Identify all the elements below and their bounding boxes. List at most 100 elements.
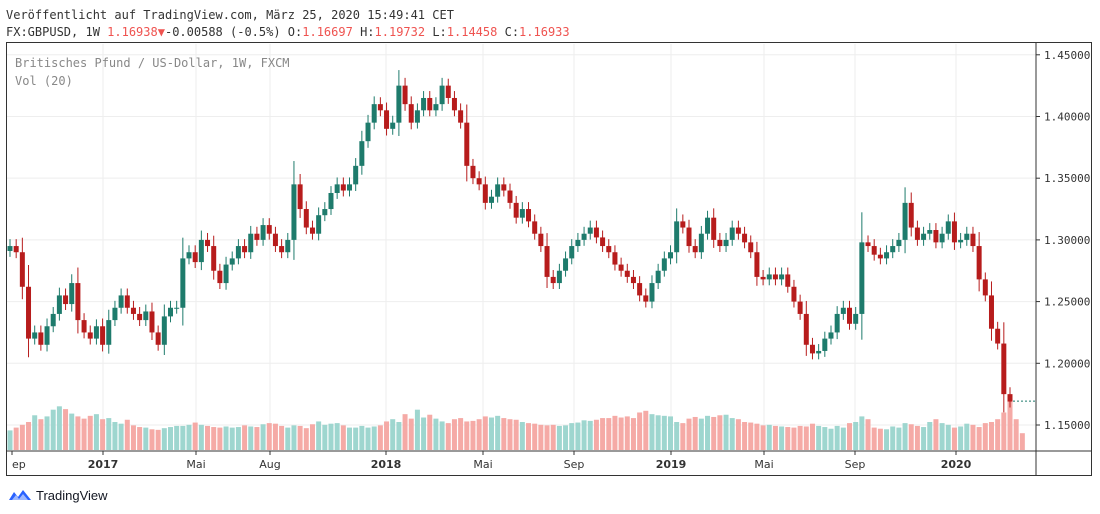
volume-bar: [927, 422, 933, 450]
volume-bar: [44, 416, 50, 450]
volume-bar: [130, 425, 136, 450]
volume-bar: [569, 423, 575, 450]
volume-bar: [667, 416, 673, 450]
y-tick-label: 1.15000: [1044, 419, 1090, 432]
volume-bar: [1019, 433, 1025, 450]
x-tick-label: 2017: [88, 458, 119, 471]
candle-body: [328, 192, 334, 210]
volume-bar: [143, 427, 149, 450]
candle-body: [840, 307, 846, 314]
volume-bar: [50, 409, 56, 450]
volume-bar: [779, 426, 785, 450]
candle-body: [587, 227, 593, 234]
candle-body: [970, 233, 976, 247]
candle-body: [174, 307, 180, 309]
candle-body: [822, 338, 828, 351]
volume-bar: [995, 419, 1001, 450]
volume-bar: [69, 413, 75, 450]
candle-body: [75, 283, 81, 321]
candle-body: [100, 326, 106, 345]
volume-bar: [970, 424, 976, 450]
candle-body: [402, 85, 408, 105]
candle-body: [766, 274, 772, 280]
x-tick-label: Aug: [259, 458, 280, 471]
candle-body: [433, 104, 439, 111]
volume-bar: [816, 425, 822, 450]
volume-bar: [495, 415, 501, 450]
volume-bar: [1007, 396, 1013, 450]
candle-body: [698, 233, 704, 253]
candle-body: [81, 320, 87, 333]
candle-body: [828, 332, 834, 339]
volume-bar: [748, 422, 754, 450]
down-arrow-icon: ▼: [157, 25, 165, 39]
candle-body: [155, 332, 161, 345]
volume-bar: [464, 421, 470, 450]
volume-bar: [532, 423, 538, 450]
volume-bar: [476, 419, 482, 450]
candle-body: [26, 286, 32, 339]
x-tick-label: Mai: [473, 458, 492, 471]
candle-body: [248, 233, 254, 253]
volume-bar: [982, 423, 988, 450]
x-tick-label: 2019: [656, 458, 687, 471]
candle-body: [476, 178, 482, 185]
candle-body: [772, 274, 778, 280]
quote-line: FX:GBPUSD, 1W 1.16938▼-0.00588 (-0.5%) O…: [6, 25, 570, 39]
volume-bar: [797, 425, 803, 450]
candle-body: [266, 225, 272, 234]
volume-bar: [840, 427, 846, 450]
candle-body: [927, 230, 933, 234]
candle-body: [279, 246, 285, 253]
volume-bar: [340, 425, 346, 450]
published-info: Veröffentlicht auf TradingView.com, März…: [6, 8, 454, 22]
volume-bar: [964, 423, 970, 450]
candle-body: [643, 295, 649, 302]
candle-body: [754, 252, 760, 277]
candle-body: [853, 313, 859, 324]
candle-body: [711, 217, 717, 240]
candle-body: [371, 104, 377, 123]
candle-body: [303, 209, 309, 228]
volume-bar: [26, 422, 32, 450]
candle-body: [7, 246, 13, 251]
volume-bar: [828, 428, 834, 450]
volume-bar: [772, 425, 778, 450]
candle-body: [729, 227, 735, 240]
volume-bar: [112, 422, 118, 450]
candle-body: [377, 104, 383, 111]
candle-body: [19, 252, 25, 287]
candle-body: [575, 239, 581, 247]
price-change: -0.00588 (-0.5%): [164, 25, 281, 39]
high-label: H:: [360, 25, 375, 39]
candle-body: [427, 97, 433, 111]
x-tick-label: Mai: [754, 458, 773, 471]
candle-body: [655, 270, 661, 284]
close-label: C:: [504, 25, 520, 39]
candle-body: [834, 313, 840, 333]
volume-bar: [328, 423, 334, 450]
volume-bar: [754, 423, 760, 450]
volume-bar: [760, 425, 766, 450]
low-label: L:: [432, 25, 447, 39]
volume-bar: [1001, 412, 1007, 450]
footer-brand[interactable]: TradingView: [8, 486, 108, 504]
candle-body: [612, 252, 618, 265]
volume-bar: [229, 427, 235, 450]
candle-body: [563, 258, 569, 271]
volume-bar: [705, 415, 711, 450]
volume-bar: [649, 414, 655, 450]
candle-body: [13, 246, 19, 253]
candle-body: [569, 246, 575, 259]
y-tick-label: 1.20000: [1044, 357, 1090, 370]
candle-body: [513, 202, 519, 218]
volume-bar: [445, 423, 451, 450]
volume-bar: [951, 427, 957, 450]
open-label: O:: [287, 25, 303, 39]
volume-bar: [470, 420, 476, 450]
candle-body: [87, 332, 93, 339]
x-tick-label: 2018: [371, 458, 402, 471]
candle-body: [945, 221, 951, 234]
volume-bar: [488, 417, 494, 450]
